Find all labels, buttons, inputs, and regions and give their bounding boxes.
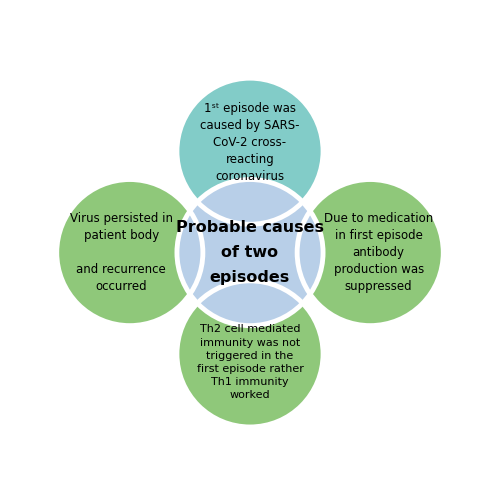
Text: Probable causes
of two
episodes: Probable causes of two episodes bbox=[176, 220, 324, 285]
Text: Th2 cell mediated
immunity was not
triggered in the
first episode rather
Th1 imm: Th2 cell mediated immunity was not trigg… bbox=[196, 325, 304, 400]
Text: 1ˢᵗ episode was
caused by SARS-
CoV-2 cross-
reacting
coronavirus: 1ˢᵗ episode was caused by SARS- CoV-2 cr… bbox=[200, 102, 300, 183]
Text: Virus persisted in
patient body

and recurrence
occurred: Virus persisted in patient body and recu… bbox=[70, 212, 173, 293]
Circle shape bbox=[177, 78, 323, 224]
Text: Due to medication
in first episode
antibody
production was
suppressed: Due to medication in first episode antib… bbox=[324, 212, 434, 293]
Circle shape bbox=[177, 281, 323, 427]
Circle shape bbox=[56, 180, 203, 326]
Circle shape bbox=[177, 180, 323, 326]
Circle shape bbox=[297, 180, 444, 326]
